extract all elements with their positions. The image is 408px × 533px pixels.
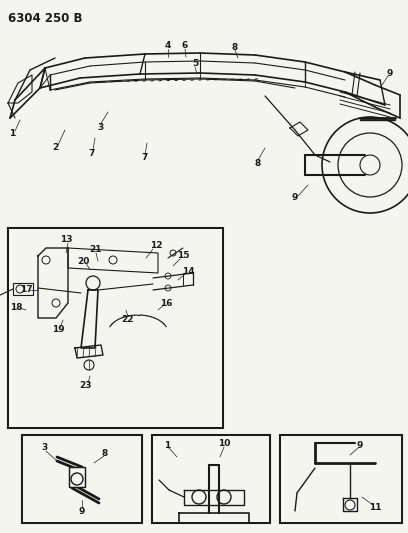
Bar: [8, 228, 223, 428]
Text: 16: 16: [160, 298, 172, 308]
Text: 19: 19: [52, 326, 64, 335]
Text: 12: 12: [150, 241, 162, 251]
Text: 22: 22: [122, 316, 134, 325]
Text: 9: 9: [292, 193, 298, 203]
Text: 18: 18: [10, 303, 22, 312]
Text: 6: 6: [182, 42, 188, 51]
Polygon shape: [179, 513, 249, 523]
Text: 20: 20: [77, 256, 89, 265]
Text: 8: 8: [232, 43, 238, 52]
Bar: [152, 435, 270, 523]
Text: 4: 4: [165, 42, 171, 51]
Text: 21: 21: [90, 246, 102, 254]
Bar: [153, 436, 269, 522]
Text: 10: 10: [218, 439, 230, 448]
Text: 2: 2: [52, 143, 58, 152]
Text: 11: 11: [369, 503, 381, 512]
Text: 1: 1: [164, 440, 170, 449]
Bar: [22, 435, 142, 523]
Text: 6304 250 B: 6304 250 B: [8, 12, 82, 25]
Bar: [13, 283, 33, 295]
Bar: [69, 467, 85, 487]
Bar: [280, 435, 402, 523]
Bar: [23, 436, 141, 522]
Text: 5: 5: [192, 60, 198, 69]
Text: 8: 8: [255, 158, 261, 167]
Text: 8: 8: [102, 448, 108, 457]
Polygon shape: [343, 498, 357, 511]
Text: 7: 7: [89, 149, 95, 157]
Text: 13: 13: [60, 236, 72, 245]
Text: 14: 14: [182, 266, 194, 276]
Text: 7: 7: [142, 154, 148, 163]
Text: 9: 9: [79, 506, 85, 515]
Bar: [9, 229, 222, 427]
Text: 3: 3: [41, 443, 47, 453]
Text: 17: 17: [20, 286, 32, 295]
Text: 9: 9: [387, 69, 393, 78]
Text: 15: 15: [177, 252, 189, 261]
Text: 23: 23: [80, 382, 92, 391]
Text: 9: 9: [357, 440, 363, 449]
Text: 1: 1: [9, 128, 15, 138]
Bar: [281, 436, 401, 522]
Text: 3: 3: [97, 124, 103, 133]
